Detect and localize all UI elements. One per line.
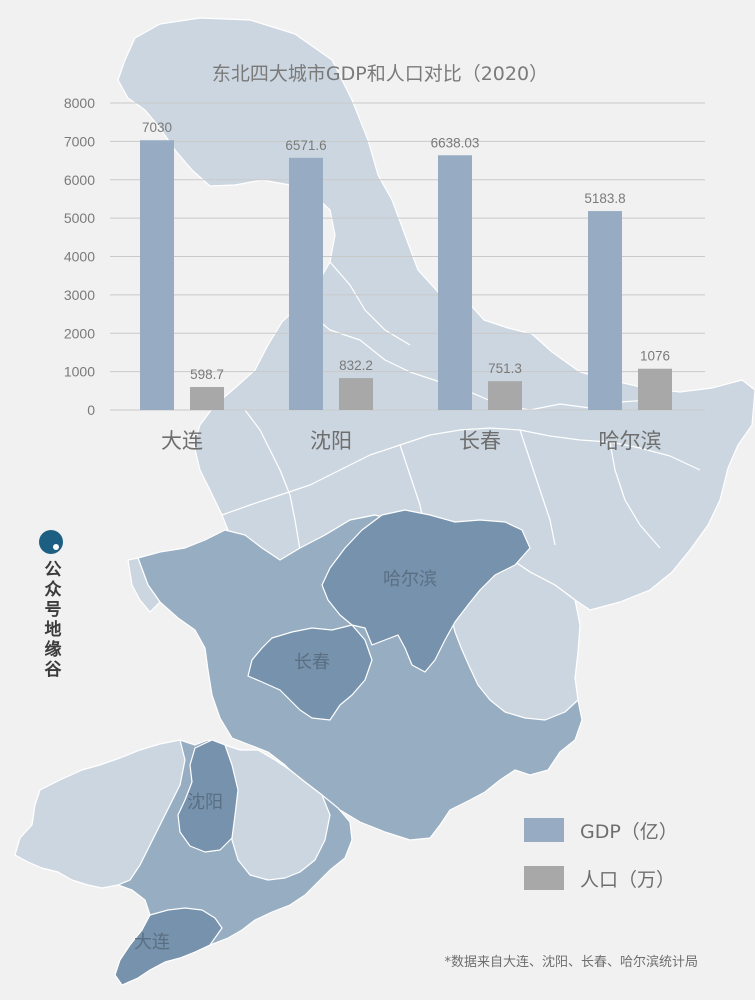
northeast-china-map	[14, 17, 755, 986]
y-axis-ticks: 0 1000 2000 3000 4000 5000 6000 7000 8000	[64, 95, 95, 418]
data-label-population: 751.3	[488, 361, 522, 376]
chart-title: 东北四大城市GDP和人口对比（2020）	[212, 63, 548, 85]
bar-gdp	[140, 140, 174, 410]
brand-dot-icon	[39, 530, 63, 554]
y-tick-label: 6000	[64, 172, 95, 188]
x-axis-categories: 大连 沈阳 长春 哈尔滨	[161, 429, 662, 453]
legend-swatch-population	[524, 866, 564, 890]
y-tick-label: 5000	[64, 210, 95, 226]
bar-population	[190, 387, 224, 410]
x-category-label: 沈阳	[310, 429, 352, 453]
data-label-gdp: 5183.8	[584, 191, 625, 206]
bar-chart: 东北四大城市GDP和人口对比（2020） 0 1000 2000 3000 4000 50…	[64, 63, 705, 453]
bar-gdp	[289, 157, 323, 410]
bar-gdp	[588, 211, 622, 410]
bar-population	[339, 378, 373, 410]
data-source-footnote: *数据来自大连、沈阳、长春、哈尔滨统计局	[444, 954, 698, 970]
bar-gdp	[438, 155, 472, 410]
bar-population	[488, 381, 522, 410]
data-label-population: 1076	[640, 349, 670, 364]
legend-swatch-gdp	[524, 818, 564, 842]
brand-mark: 公众号地缘谷	[37, 530, 65, 680]
map-label-changchun: 长春	[294, 652, 330, 673]
x-category-label: 长春	[459, 429, 501, 453]
brand-text: 公众号地缘谷	[40, 560, 61, 680]
y-tick-label: 3000	[64, 287, 95, 303]
shenyang-region	[177, 739, 239, 853]
x-category-label: 哈尔滨	[599, 429, 662, 453]
y-tick-label: 1000	[64, 364, 95, 380]
dalian-region	[114, 907, 223, 986]
map-label-harbin: 哈尔滨	[383, 569, 437, 590]
chart-data-labels: 7030 598.7 6571.6 832.2 6638.03 751.3 5183.8 10…	[142, 120, 670, 382]
map-label-shenyang: 沈阳	[187, 792, 223, 813]
legend-label-gdp: GDP（亿）	[580, 821, 678, 843]
legend-label-population: 人口（万）	[580, 869, 675, 891]
y-tick-label: 4000	[64, 249, 95, 265]
data-label-gdp: 7030	[142, 120, 172, 135]
chart-legend: GDP（亿） 人口（万）	[524, 818, 678, 891]
y-tick-label: 2000	[64, 325, 95, 341]
bar-population	[638, 368, 672, 410]
data-label-population: 598.7	[190, 367, 224, 382]
x-category-label: 大连	[161, 429, 203, 453]
data-label-gdp: 6638.03	[431, 135, 480, 150]
y-tick-label: 8000	[64, 95, 95, 111]
y-tick-label: 7000	[64, 133, 95, 149]
chart-bars	[140, 140, 672, 410]
liaoning-west-region	[14, 739, 186, 889]
changchun-region	[247, 624, 373, 721]
map-label-dalian: 大连	[134, 932, 170, 953]
data-label-gdp: 6571.6	[285, 138, 326, 153]
y-tick-label: 0	[87, 402, 95, 418]
data-label-population: 832.2	[339, 358, 373, 373]
harbin-region	[321, 509, 531, 673]
